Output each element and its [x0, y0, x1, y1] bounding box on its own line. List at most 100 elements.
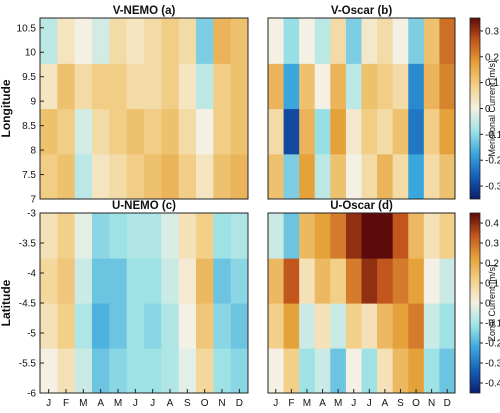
heatmap-cell — [161, 63, 180, 110]
heatmap-cell — [196, 153, 214, 199]
heatmap-cell — [377, 348, 394, 393]
y-tick-label: 8.5 — [22, 121, 36, 132]
heatmap-cell — [268, 108, 285, 155]
heatmap-cell — [109, 108, 128, 155]
y-tick-label: -3.5 — [19, 239, 37, 250]
x-tick-label: J — [351, 398, 356, 409]
heatmap-cell — [109, 153, 128, 199]
heatmap-cell — [377, 153, 394, 199]
heatmap-cell — [213, 213, 232, 259]
x-tick-label: M — [79, 398, 87, 409]
heatmap-cell — [230, 63, 248, 110]
heatmap-cell — [392, 18, 409, 64]
heatmap-cell — [109, 63, 128, 110]
heatmap-cell — [92, 18, 110, 64]
heatmap-cell — [268, 348, 285, 393]
heatmap-cell — [92, 63, 110, 110]
heatmap-cell — [314, 258, 331, 304]
heatmap-cell — [92, 108, 110, 155]
heatmap-cell — [423, 153, 441, 199]
heatmap-cell — [283, 108, 300, 155]
heatmap-cell — [144, 108, 162, 155]
heatmap-cell — [439, 153, 455, 199]
heatmap-cell — [109, 18, 128, 64]
heatmap-cell — [57, 303, 76, 349]
heatmap-cells — [268, 18, 455, 199]
heatmap-cell — [230, 258, 248, 304]
heatmap-cell — [40, 213, 58, 259]
heatmap-cell — [230, 213, 248, 259]
colorbar-tick-label: 0.3 — [485, 26, 499, 37]
heatmap-cell — [161, 303, 180, 349]
heatmap-cell — [330, 63, 347, 110]
heatmap-cell — [161, 108, 180, 155]
colorbar-0: 0.3 0.2 0.1 0 -0.1 -0.2 -0.3 Meridional Current… — [469, 17, 500, 200]
colorbar-tick-label: 0.1 — [485, 78, 499, 89]
colorbar-tick-label: 0.1 — [485, 279, 499, 290]
heatmap-cell — [213, 153, 232, 199]
heatmap-cell — [299, 348, 316, 393]
heatmap-cell — [178, 258, 197, 304]
x-tick-label: F — [288, 398, 294, 409]
heatmap-cell — [408, 303, 425, 349]
heatmap-cell — [408, 108, 425, 155]
x-tick-label: N — [218, 398, 225, 409]
heatmap-cell — [330, 108, 347, 155]
heatmap-cell — [230, 153, 248, 199]
heatmap-cell — [361, 153, 378, 199]
heatmap-cell — [230, 18, 248, 64]
heatmap-cell — [345, 348, 363, 393]
heatmap-cell — [361, 258, 378, 304]
heatmap-cell — [283, 213, 300, 259]
x-tick-label: A — [319, 398, 326, 409]
heatmap-cell — [361, 108, 378, 155]
heatmap-cells — [268, 213, 455, 393]
heatmap-cell — [299, 63, 316, 110]
heatmap-cell — [74, 303, 93, 349]
heatmap-cell — [126, 303, 145, 349]
heatmap-cell — [439, 348, 455, 393]
heatmap-cell — [92, 348, 110, 393]
heatmap-cell — [268, 63, 285, 110]
heatmap-cell — [40, 63, 58, 110]
x-tick-label: J — [133, 398, 138, 409]
panel-frame — [267, 17, 456, 200]
heatmap-cell — [268, 258, 285, 304]
heatmap-cell — [196, 18, 214, 64]
x-tick-label: N — [428, 398, 435, 409]
colorbar-scale — [469, 17, 481, 200]
colorbar-tick-label: 0.2 — [485, 259, 499, 270]
y-tick-label: 7 — [30, 195, 36, 206]
heatmap-cell — [314, 303, 331, 349]
heatmap-cell — [377, 108, 394, 155]
heatmap-cell — [330, 213, 347, 259]
heatmap-cell — [423, 348, 441, 393]
heatmap-cell — [283, 18, 300, 64]
heatmap-cell — [57, 18, 76, 64]
heatmap-cell — [330, 18, 347, 64]
heatmap-cell — [213, 258, 232, 304]
heatmap-cell — [299, 108, 316, 155]
heatmap-cell — [299, 153, 316, 199]
colorbar-1: 0.4 0.3 0.2 0.1 0 -0.1 -0.2 -0.3 -0.4 Zonal Curre… — [469, 212, 500, 394]
heatmap-cell — [392, 258, 409, 304]
heatmap-cell — [230, 303, 248, 349]
colorbar-tick-label: -0.3 — [485, 359, 500, 370]
heatmap-cell — [57, 348, 76, 393]
colorbar-tick-label: 0.4 — [485, 219, 499, 230]
panel-frame — [267, 212, 456, 394]
heatmap-cells — [40, 213, 248, 393]
x-tick-label: D — [444, 398, 451, 409]
heatmap-cell — [392, 303, 409, 349]
heatmap-cell — [126, 258, 145, 304]
heatmap-cell — [361, 18, 378, 64]
heatmap-cell — [377, 63, 394, 110]
heatmap-cell — [213, 63, 232, 110]
colorbar-tick-label: 0 — [485, 104, 491, 115]
colorbar-tick-label: 0.2 — [485, 52, 499, 63]
colorbar-scale — [469, 212, 481, 394]
heatmap-cell — [230, 108, 248, 155]
heatmap-cell — [126, 348, 145, 393]
heatmap-cell — [345, 153, 363, 199]
heatmap-cell — [144, 348, 162, 393]
